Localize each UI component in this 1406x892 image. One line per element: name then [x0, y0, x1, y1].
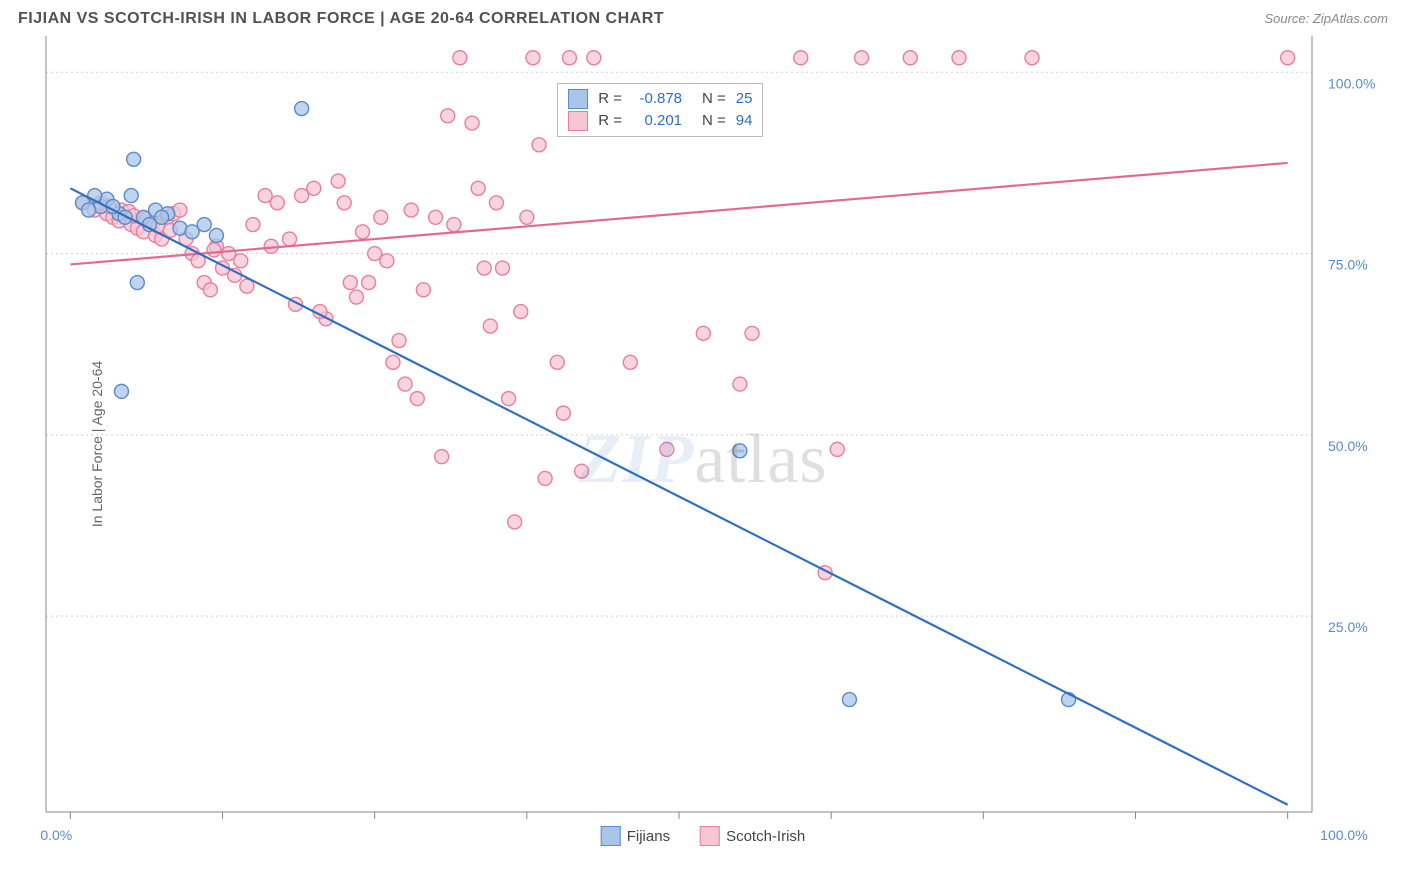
- series-legend: Fijians Scotch-Irish: [601, 826, 806, 846]
- svg-text:100.0%: 100.0%: [1320, 827, 1367, 843]
- chart-area: In Labor Force | Age 20-64 25.0% 50.0% 75.…: [0, 34, 1406, 854]
- legend-n-value: 94: [736, 110, 753, 132]
- series-name: Fijians: [627, 828, 670, 845]
- legend-swatch: [568, 111, 588, 131]
- scatter-plot-svg: 25.0% 50.0% 75.0% 100.0% 0.0% 100.0%: [0, 34, 1406, 854]
- svg-text:25.0%: 25.0%: [1328, 619, 1368, 635]
- chart-title: FIJIAN VS SCOTCH-IRISH IN LABOR FORCE | …: [18, 10, 664, 28]
- legend-swatch: [700, 826, 720, 846]
- series-legend-item: Scotch-Irish: [700, 826, 805, 846]
- legend-swatch: [568, 89, 588, 109]
- legend-row: R = -0.878 N = 25: [568, 88, 752, 110]
- legend-n-label: N =: [702, 110, 726, 132]
- legend-r-value: 0.201: [628, 110, 682, 132]
- svg-text:100.0%: 100.0%: [1328, 75, 1375, 91]
- series-legend-item: Fijians: [601, 826, 670, 846]
- legend-swatch: [601, 826, 621, 846]
- legend-n-value: 25: [736, 88, 753, 110]
- series-name: Scotch-Irish: [726, 828, 805, 845]
- legend-r-label: R =: [598, 88, 622, 110]
- svg-text:0.0%: 0.0%: [40, 827, 72, 843]
- source-label: Source: ZipAtlas.com: [1264, 11, 1388, 26]
- legend-n-label: N =: [702, 88, 726, 110]
- svg-text:50.0%: 50.0%: [1328, 438, 1368, 454]
- legend-r-value: -0.878: [628, 88, 682, 110]
- svg-text:75.0%: 75.0%: [1328, 257, 1368, 273]
- legend-row: R = 0.201 N = 94: [568, 110, 752, 132]
- y-axis-label: In Labor Force | Age 20-64: [89, 361, 105, 527]
- correlation-legend: R = -0.878 N = 25 R = 0.201 N = 94: [557, 83, 763, 137]
- legend-r-label: R =: [598, 110, 622, 132]
